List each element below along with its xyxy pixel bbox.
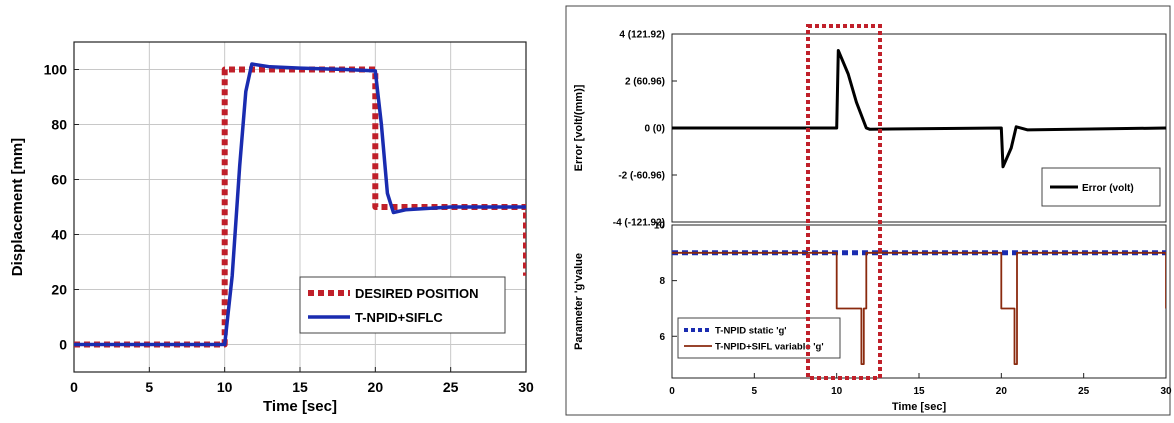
y-tick-label-3: 60	[51, 171, 67, 187]
highlight-box	[806, 24, 882, 380]
y-axis-label: Parameter 'g'value	[573, 253, 585, 350]
y-tick-label-0: 4 (121.92)	[619, 30, 665, 41]
chart-displacement: 0 20 40 60 80 100 0 5 10 15 20 25 30 Time [sec] Displa…	[9, 41, 534, 415]
right-panel-border	[565, 5, 1171, 416]
x-tick-label-1: 5	[145, 379, 153, 395]
legend-label-0: T-NPID static 'g'	[715, 326, 787, 337]
x-tick-label-5: 25	[443, 379, 459, 395]
y-tick-label-4: 80	[51, 116, 67, 132]
legend-box	[299, 276, 506, 334]
x-tick-label-4: 20	[996, 386, 1008, 397]
y-tick-label-3: -2 (-60.96)	[618, 171, 665, 182]
y-tick-label-0: 10	[654, 221, 666, 232]
x-tick-label-6: 30	[1160, 386, 1172, 397]
legend-label-0: Error (volt)	[1082, 183, 1134, 194]
x-axis-label: Time [sec]	[263, 398, 337, 415]
y-tick-label-1: 2 (60.96)	[625, 77, 665, 88]
legend-label-0: DESIRED POSITION	[355, 286, 479, 301]
y-tick-label-2: 6	[659, 332, 665, 343]
y-tick-label-2: 0 (0)	[644, 124, 665, 135]
x-tick-label-1: 5	[752, 386, 758, 397]
legend-box	[677, 317, 841, 359]
x-tick-label-5: 25	[1078, 386, 1090, 397]
y-axis-label: Displacement [mm]	[9, 138, 26, 276]
y-tick-label-1: 20	[51, 281, 67, 297]
chart-error: 4 (121.92) 2 (60.96) 0 (0) -2 (-60.96) -4 (-…	[573, 30, 1167, 229]
series-line-1	[74, 62, 526, 347]
x-tick-label-3: 15	[292, 379, 308, 395]
legend-label-1: T-NPID+SIFLC	[355, 310, 443, 325]
x-tick-label-0: 0	[70, 379, 78, 395]
x-tick-label-2: 10	[217, 379, 233, 395]
y-tick-label-0: 0	[59, 336, 67, 352]
legend-label-1: T-NPID+SIFL variable 'g'	[715, 342, 824, 353]
y-tick-label-1: 8	[659, 276, 665, 287]
chart-parameter-g: 10 8 6 0 5 10 15 20 25 30 Time [sec] Parameter 'g'v…	[573, 221, 1172, 414]
series-line-0	[672, 49, 1166, 169]
x-tick-label-0: 0	[669, 386, 675, 397]
y-tick-label-5: 100	[44, 61, 68, 77]
series-line-1	[672, 251, 1166, 366]
y-tick-label-4: -4 (-121.92)	[613, 218, 665, 229]
y-tick-label-2: 40	[51, 226, 67, 242]
x-axis-label: Time [sec]	[892, 401, 947, 413]
x-tick-label-3: 15	[913, 386, 925, 397]
x-tick-label-2: 10	[831, 386, 843, 397]
y-axis-label: Error [volt/(mm)]	[573, 84, 585, 171]
x-tick-label-4: 20	[368, 379, 384, 395]
x-tick-label-6: 30	[518, 379, 534, 395]
